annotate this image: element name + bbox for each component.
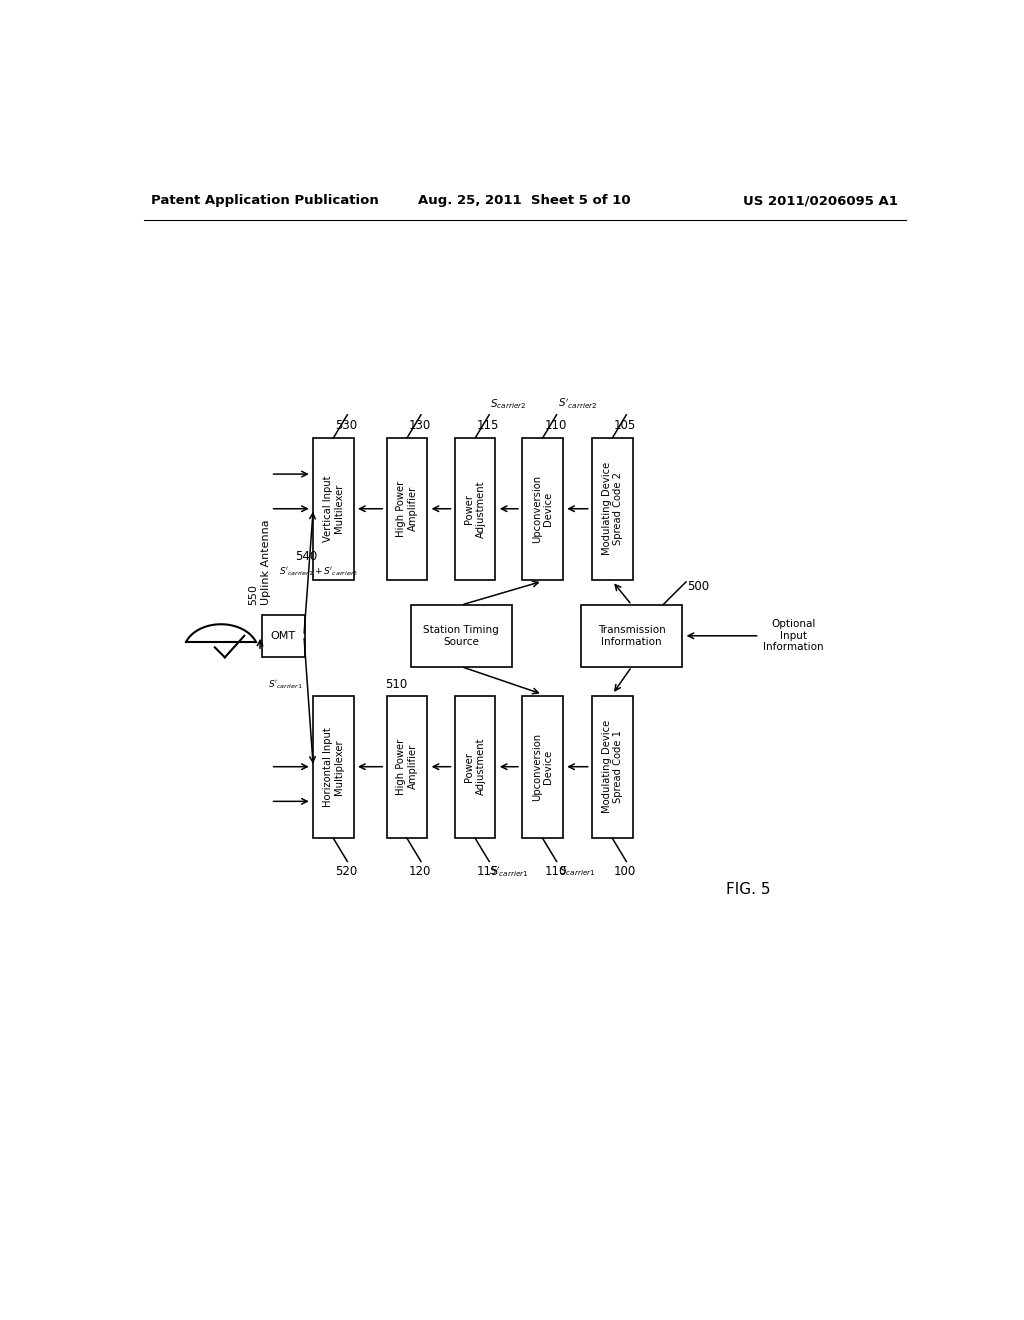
Text: Upconversion
Device: Upconversion Device bbox=[531, 475, 553, 543]
Text: 115: 115 bbox=[477, 866, 499, 878]
Text: US 2011/0206095 A1: US 2011/0206095 A1 bbox=[743, 194, 898, 207]
Text: Patent Application Publication: Patent Application Publication bbox=[152, 194, 379, 207]
Text: Uplink Antenna: Uplink Antenna bbox=[261, 519, 271, 605]
Text: 110: 110 bbox=[544, 866, 566, 878]
Text: Transmission
Information: Transmission Information bbox=[598, 624, 666, 647]
Text: 520: 520 bbox=[335, 866, 357, 878]
Text: 550: 550 bbox=[249, 583, 258, 605]
Bar bbox=[387, 696, 427, 838]
Text: 115: 115 bbox=[477, 418, 499, 432]
Text: Power
Adjustment: Power Adjustment bbox=[465, 738, 486, 796]
Text: Vertical Input
Multilexer: Vertical Input Multilexer bbox=[323, 475, 344, 543]
Text: High Power
Amplifier: High Power Amplifier bbox=[396, 480, 418, 537]
Text: 105: 105 bbox=[614, 418, 636, 432]
Text: 530: 530 bbox=[335, 418, 357, 432]
Bar bbox=[313, 438, 353, 581]
Text: 120: 120 bbox=[409, 866, 431, 878]
Bar bbox=[522, 696, 563, 838]
Bar bbox=[522, 438, 563, 581]
Text: $S'_{carrier1} + S'_{carrier2}$: $S'_{carrier1} + S'_{carrier2}$ bbox=[280, 565, 358, 578]
Text: 540: 540 bbox=[295, 549, 316, 562]
Text: Power
Adjustment: Power Adjustment bbox=[465, 480, 486, 537]
Text: OMT: OMT bbox=[270, 631, 296, 640]
Bar bbox=[582, 605, 682, 667]
Text: Aug. 25, 2011  Sheet 5 of 10: Aug. 25, 2011 Sheet 5 of 10 bbox=[419, 194, 631, 207]
Text: $S'_{carrier1}$: $S'_{carrier1}$ bbox=[267, 678, 302, 690]
Text: Modulating Device
Spread Code 1: Modulating Device Spread Code 1 bbox=[601, 721, 624, 813]
Text: 110: 110 bbox=[544, 418, 566, 432]
Text: $S'_{carrier2}$: $S'_{carrier2}$ bbox=[558, 397, 597, 411]
Text: $S'_{carrier1}$: $S'_{carrier1}$ bbox=[488, 865, 528, 879]
Bar bbox=[262, 615, 305, 657]
Text: $S_{carrier1}$: $S_{carrier1}$ bbox=[559, 865, 596, 878]
Bar bbox=[455, 696, 496, 838]
Bar bbox=[592, 696, 633, 838]
Text: 500: 500 bbox=[687, 581, 710, 594]
Text: Station Timing
Source: Station Timing Source bbox=[423, 624, 499, 647]
Bar bbox=[455, 438, 496, 581]
Text: High Power
Amplifier: High Power Amplifier bbox=[396, 739, 418, 795]
Text: 100: 100 bbox=[614, 866, 636, 878]
Text: Optional
Input
Information: Optional Input Information bbox=[764, 619, 824, 652]
Text: Horizontal Input
Multiplexer: Horizontal Input Multiplexer bbox=[323, 727, 344, 807]
Text: 510: 510 bbox=[385, 678, 407, 692]
Text: $S_{carrier2}$: $S_{carrier2}$ bbox=[490, 397, 526, 411]
Text: 130: 130 bbox=[409, 418, 431, 432]
Bar bbox=[411, 605, 512, 667]
Bar bbox=[592, 438, 633, 581]
Text: Modulating Device
Spread Code 2: Modulating Device Spread Code 2 bbox=[601, 462, 624, 556]
Bar bbox=[313, 696, 353, 838]
Text: FIG. 5: FIG. 5 bbox=[726, 882, 770, 898]
Text: Upconversion
Device: Upconversion Device bbox=[531, 733, 553, 801]
Bar bbox=[387, 438, 427, 581]
